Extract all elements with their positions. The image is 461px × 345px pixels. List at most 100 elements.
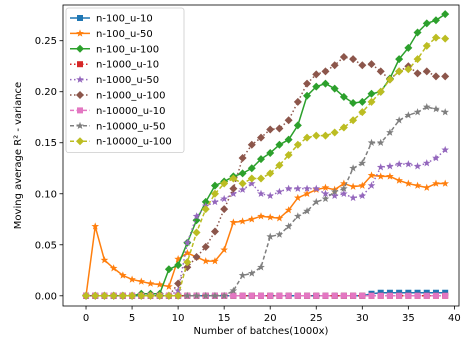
data-point — [192, 212, 201, 220]
data-point — [266, 232, 275, 240]
data-point — [174, 261, 183, 270]
plot-frame — [62, 4, 460, 307]
data-point — [267, 292, 274, 299]
data-point — [183, 248, 192, 257]
data-point — [422, 41, 431, 50]
data-point — [137, 291, 146, 300]
data-point — [146, 279, 155, 287]
data-point — [330, 191, 339, 200]
data-point — [349, 164, 357, 172]
data-point — [229, 184, 238, 193]
data-point — [321, 183, 330, 191]
data-point — [367, 181, 376, 189]
data-point — [331, 292, 338, 299]
data-point — [229, 189, 238, 197]
data-point — [432, 105, 440, 113]
legend-marker — [76, 137, 84, 146]
data-point — [238, 179, 247, 188]
data-point — [238, 271, 247, 279]
y-axis-label: Moving average R² - variance — [13, 82, 24, 229]
data-point — [431, 72, 440, 81]
data-point — [377, 289, 384, 296]
data-point — [174, 255, 182, 263]
data-point — [100, 291, 109, 300]
data-point — [321, 194, 330, 203]
data-point — [396, 292, 403, 299]
data-point — [423, 292, 430, 299]
legend-marker — [77, 61, 83, 68]
data-point — [395, 116, 403, 124]
data-point — [330, 84, 339, 93]
data-point — [238, 217, 247, 225]
data-point — [294, 292, 301, 299]
data-point — [155, 280, 164, 288]
data-point — [386, 289, 393, 296]
data-point — [229, 286, 238, 294]
legend-item: n-100_u-100 — [70, 44, 159, 55]
data-point — [257, 133, 265, 142]
data-point — [294, 184, 302, 192]
data-point — [386, 162, 394, 170]
data-point — [414, 289, 421, 296]
data-point — [349, 98, 358, 107]
data-point — [293, 97, 302, 106]
data-point — [441, 179, 449, 187]
data-point — [303, 207, 311, 215]
data-point — [422, 183, 431, 191]
legend-marker — [77, 107, 83, 114]
data-point — [312, 197, 321, 206]
data-point — [211, 257, 219, 265]
data-point — [247, 269, 256, 277]
legend-label: n-10000_u-10 — [96, 106, 165, 117]
data-point — [247, 215, 256, 223]
data-point — [330, 187, 339, 195]
data-point — [432, 179, 440, 187]
data-point — [128, 275, 136, 283]
legend-marker — [77, 15, 83, 21]
data-point — [285, 292, 292, 299]
data-point — [423, 289, 430, 296]
data-point — [367, 60, 376, 69]
data-point — [321, 189, 330, 197]
data-point — [275, 187, 284, 195]
legend-item: n-10000_u-50 — [70, 121, 165, 132]
data-point — [257, 263, 265, 271]
data-point — [91, 291, 100, 300]
legend-item: n-1000_u-100 — [70, 91, 165, 102]
data-point — [404, 160, 413, 168]
data-point — [312, 131, 321, 140]
legend-label: n-100_u-100 — [96, 44, 159, 55]
data-point — [431, 16, 440, 25]
data-point — [257, 189, 265, 197]
data-point — [109, 291, 118, 300]
data-point — [128, 291, 137, 300]
data-point — [201, 197, 210, 206]
legend-label: n-10000_u-100 — [96, 137, 172, 148]
legend-item: n-100_u-50 — [70, 29, 153, 40]
data-point — [422, 159, 431, 167]
data-point — [238, 169, 247, 178]
data-point — [367, 97, 376, 106]
data-point — [376, 163, 385, 171]
data-point — [266, 125, 275, 134]
data-point — [220, 179, 229, 188]
data-point — [230, 292, 237, 299]
data-point — [340, 179, 348, 187]
data-point — [358, 108, 367, 117]
legend-item: n-1000_u-50 — [70, 75, 159, 86]
data-point — [303, 189, 311, 197]
data-point — [367, 89, 376, 98]
data-point — [239, 292, 246, 299]
data-point — [284, 206, 293, 214]
data-point — [165, 282, 173, 290]
data-point — [404, 111, 413, 119]
data-point — [303, 133, 312, 142]
data-point — [358, 97, 367, 106]
data-point — [368, 292, 375, 299]
data-point — [350, 292, 357, 299]
data-point — [312, 184, 321, 192]
data-point — [247, 174, 256, 183]
data-point — [349, 182, 357, 190]
data-point — [201, 291, 210, 300]
